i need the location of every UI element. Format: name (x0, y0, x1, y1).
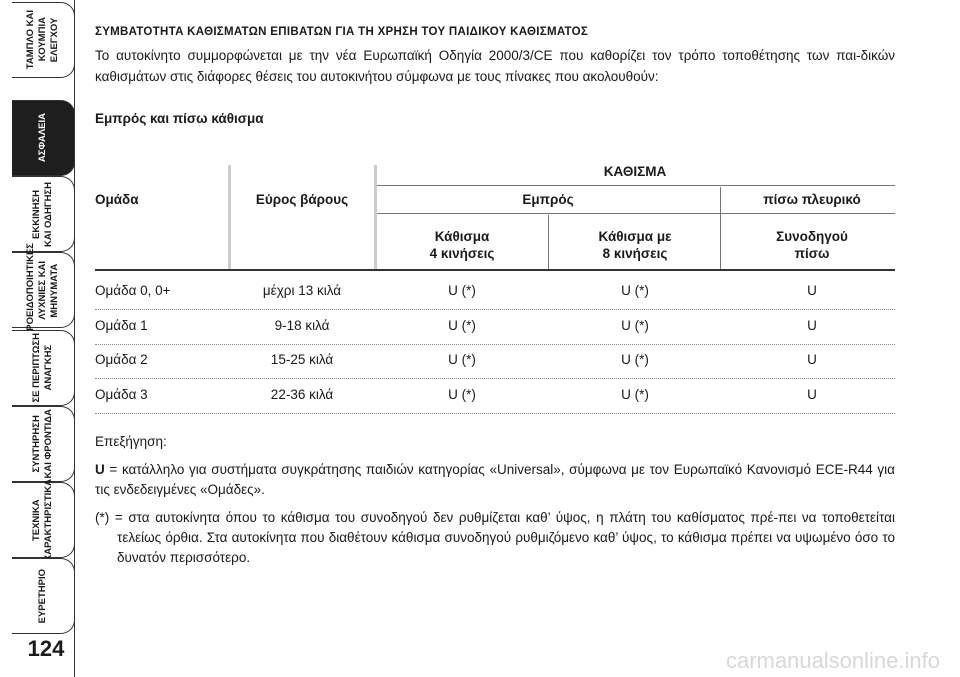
column-divider (228, 165, 231, 270)
table-cell: U (*) (448, 317, 476, 333)
tab-label: ΣΥΝΤΗΡΗΣΗ ΚΑΙ ΦΡΟΝΤΙΔΑ (31, 409, 55, 479)
header-cell: Ομάδα (95, 192, 139, 207)
legend-item: U = κατάλληλο για συστήματα συγκράτησης … (95, 460, 895, 500)
tab-label-line: ΠΡΟΕΙΔΟΠΟΙΗΤΙΚΕΣ (25, 242, 36, 338)
header-cell: ΚΑΘΙΣΜΑ (603, 164, 667, 179)
table-cell: μέχρι 13 κιλά (262, 283, 342, 298)
table-cell: 15-25 κιλά (270, 352, 334, 367)
table-cell: U (*) (621, 352, 649, 367)
sidebar-tab: ΣΥΝΤΗΡΗΣΗ ΚΑΙ ΦΡΟΝΤΙΔΑ (12, 406, 75, 482)
legend-key: (*) (95, 510, 110, 525)
tab-label-line: ΤΕΧΝΙΚΑ (31, 499, 42, 541)
tab-label-line: ΜΗΝΥΜΑΤΑ (49, 263, 60, 317)
column-divider (548, 215, 549, 270)
table-cell: U (807, 386, 817, 402)
sidebar-tab: ΠΡΟΕΙΔΟΠΟΙΗΤΙΚΕΣ ΛΥΧΝΙΕΣ ΚΑΙ ΜΗΝΥΜΑΤΑ (12, 243, 75, 337)
header-line: 8 κινήσεις (602, 246, 668, 261)
tab-label-line: ΕΚΚΙΝΗΣΗ (31, 189, 42, 239)
sidebar-tab: ΕΥΡΕΤΗΡΙΟ (12, 558, 75, 634)
header-cell: Εύρος βάρους (255, 192, 349, 207)
sidebar-tab: ΤΑΜΠΛΟ ΚΑΙ ΚΟΥΜΠΙΑ ΕΛΕΓΧΟΥ (12, 2, 75, 78)
table-cell: 22-36 κιλά (270, 386, 334, 402)
header-cell: Εμπρός (522, 192, 574, 207)
table-cell: U (*) (621, 317, 649, 333)
page-number: 124 (27, 636, 65, 661)
column-divider (720, 187, 721, 270)
title: ΣΥΜΒΑΤΟΤΗΤΑ ΚΑΘΙΣΜΑΤΩΝ ΕΠΙΒΑΤΩΝ ΓΙΑ ΤΗ Χ… (95, 26, 589, 38)
tab-label-line: ΚΑΙ ΟΔΗΓΗΣΗ (43, 181, 54, 247)
header-cell: Κάθισμα 4 κινήσεις (430, 228, 495, 262)
sidebar-rule (74, 0, 75, 677)
header-line: Κάθισμα με (598, 229, 672, 244)
table-cell: U (807, 283, 817, 298)
header-cell: πίσω πλευρικό (763, 192, 861, 207)
sidebar-tab: ΣΕ ΠΕΡΙΠΤΩΣΗ ΑΝΑΓΚΗΣ (12, 330, 75, 406)
table-cell: U (807, 317, 817, 333)
tab-label-line: ΛΥΧΝΙΕΣ ΚΑΙ (37, 260, 48, 320)
sidebar-tab: ΤΕΧΝΙΚΑ ΧΑΡΑΚΤΗΡΙΣΤΙΚΑ (12, 479, 75, 561)
row-separator (95, 343, 895, 345)
table-cell: U (*) (621, 283, 649, 298)
column-divider (374, 165, 377, 270)
row-separator (95, 378, 895, 379)
legend-item: (*) = στα αυτοκίνητα όπου το κάθισμα του… (95, 508, 895, 568)
table-cell: U (*) (621, 386, 649, 402)
header-line: Συνοδηγού (776, 229, 848, 244)
tab-label-line: ΚΑΙ ΦΡΟΝΤΙΔΑ (43, 409, 54, 479)
tab-label: ΤΑΜΠΛΟ ΚΑΙ ΚΟΥΜΠΙΑ ΕΛΕΓΧΟΥ (25, 10, 61, 69)
tab-label: ΕΥΡΕΤΗΡΙΟ (37, 569, 49, 623)
tab-label-line: ΑΝΑΓΚΗΣ (43, 345, 54, 391)
row-separator (95, 309, 895, 310)
table-cell: Ομάδα 3 (95, 386, 148, 402)
tab-label: ΕΚΚΙΝΗΣΗ ΚΑΙ ΟΔΗΓΗΣΗ (31, 182, 55, 247)
table-cell: U (*) (448, 386, 476, 402)
legend-text: = στα αυτοκίνητα όπου το κάθισμα του συν… (114, 510, 895, 565)
table-cell: 9-18 κιλά (274, 317, 330, 333)
tab-label-line: ΕΥΡΕΤΗΡΙΟ (37, 568, 48, 624)
table-cell: U (*) (448, 283, 476, 298)
header-rule (377, 185, 895, 186)
tab-label-line: ΕΛΕΓΧΟΥ (49, 17, 60, 63)
table-cell: Ομάδα 2 (95, 352, 148, 367)
legend-heading: Επεξήγηση: (95, 434, 167, 449)
tab-label: ΤΕΧΝΙΚΑ ΧΑΡΑΚΤΗΡΙΣΤΙΚΑ (31, 479, 55, 561)
table-cell: Ομάδα 0, 0+ (95, 283, 171, 298)
table-cell: Ομάδα 1 (95, 317, 148, 333)
tab-label: ΑΣΦΑΛΕΙΑ (37, 113, 49, 162)
tab-label-line: ΚΟΥΜΠΙΑ (37, 17, 48, 63)
legend: U = κατάλληλο για συστήματα συγκράτησης … (95, 460, 895, 568)
tab-label-line: ΑΣΦΑΛΕΙΑ (37, 113, 48, 163)
header-rule (377, 213, 895, 214)
section-heading: Εμπρός και πίσω κάθισμα (95, 111, 264, 126)
legend-text: = κατάλληλο για συστήματα συγκράτησης πα… (95, 462, 895, 497)
header-line: 4 κινήσεις (429, 246, 495, 261)
header-cell: Συνοδηγού πίσω (776, 228, 848, 262)
tab-label-line: ΤΑΜΠΛΟ ΚΑΙ (25, 10, 36, 70)
tab-label-line: ΣΕ ΠΕΡΙΠΤΩΣΗ (31, 333, 42, 403)
tab-label: ΣΕ ΠΕΡΙΠΤΩΣΗ ΑΝΑΓΚΗΣ (31, 333, 55, 403)
intro: Το αυτοκίνητο συμμορφώνεται με την νέα Ε… (95, 48, 895, 84)
row-separator (95, 412, 895, 414)
sidebar-tab: ΕΚΚΙΝΗΣΗ ΚΑΙ ΟΔΗΓΗΣΗ (12, 176, 75, 252)
table-cell: U (*) (448, 352, 476, 367)
legend-key: U (95, 462, 105, 477)
header-line: πίσω (794, 246, 830, 261)
header-line: Κάθισμα (434, 229, 490, 244)
header-bottom-rule (95, 269, 895, 271)
tab-label: ΠΡΟΕΙΔΟΠΟΙΗΤΙΚΕΣ ΛΥΧΝΙΕΣ ΚΑΙ ΜΗΝΥΜΑΤΑ (25, 243, 61, 338)
watermark: carmanualsonline.info (725, 648, 940, 673)
header-cell: Κάθισμα με 8 κινήσεις (599, 228, 672, 262)
sidebar-tab: ΑΣΦΑΛΕΙΑ (12, 100, 75, 176)
tab-label-line: ΣΥΝΤΗΡΗΣΗ (31, 415, 42, 473)
tab-label-line: ΧΑΡΑΚΤΗΡΙΣΤΙΚΑ (43, 478, 54, 562)
table-cell: U (807, 352, 817, 367)
